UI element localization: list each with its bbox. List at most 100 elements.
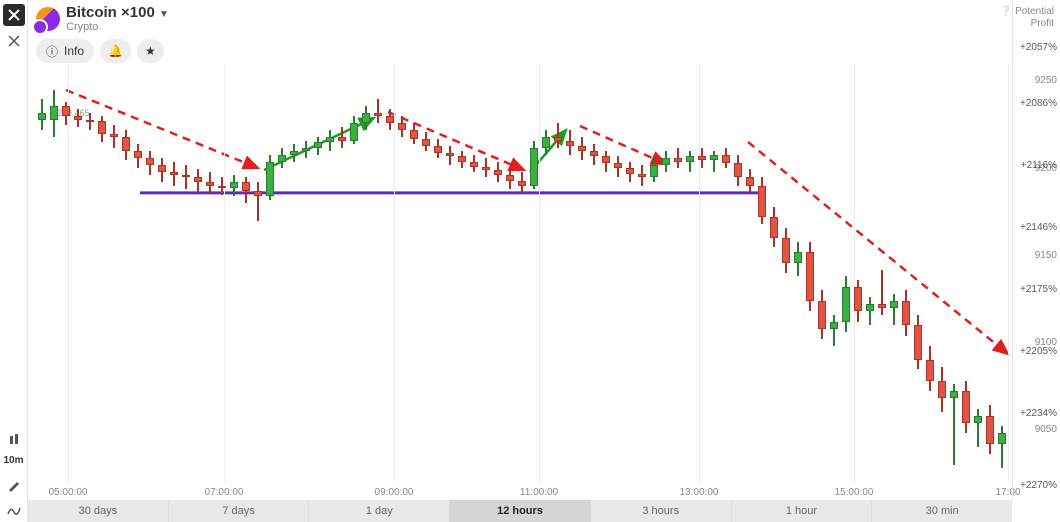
chart-annotations [28, 64, 1012, 482]
time-tick: 05:00:00 [49, 487, 88, 498]
candle [854, 280, 862, 322]
timeframe-3-hours[interactable]: 3 hours [591, 500, 732, 522]
candle [254, 182, 262, 220]
pct-tick: +2270% [1020, 480, 1057, 491]
candle [110, 125, 118, 148]
timeframe-7-days[interactable]: 7 days [169, 500, 310, 522]
candle [842, 276, 850, 332]
alerts-button[interactable]: 🔔 [100, 39, 131, 63]
candlestick-icon[interactable] [3, 429, 25, 451]
candle [674, 148, 682, 169]
candle [650, 158, 658, 182]
candle [530, 141, 538, 190]
candle [926, 346, 934, 391]
price-tick: 9050 [1035, 424, 1057, 435]
timeframe-12-hours[interactable]: 12 hours [450, 500, 591, 522]
timeframe-30-min[interactable]: 30 min [872, 500, 1012, 522]
candle [542, 130, 550, 154]
candle [458, 151, 466, 168]
candle [386, 109, 394, 130]
app-root: { "asset": { "name": "Bitcoin ×100", "ca… [0, 0, 1060, 522]
candle [998, 426, 1006, 468]
candle [758, 177, 766, 224]
candle [86, 113, 94, 130]
candle [614, 156, 622, 177]
pct-tick: +2146% [1020, 222, 1057, 233]
candle [122, 130, 130, 160]
candle [182, 165, 190, 189]
candle [914, 315, 922, 369]
candle [470, 155, 478, 172]
asset-logo-icon [36, 7, 60, 31]
candle [158, 158, 166, 182]
candle [194, 169, 202, 193]
candle [986, 405, 994, 454]
candle [278, 148, 286, 169]
candle [602, 151, 610, 172]
candle [566, 130, 574, 154]
candle [446, 146, 454, 165]
bell-icon: 🔔 [108, 44, 123, 58]
candle [554, 123, 562, 147]
candle [806, 242, 814, 312]
pct-tick: +2175% [1020, 284, 1057, 295]
candle [518, 172, 526, 193]
interval-label[interactable]: 10m [3, 455, 23, 466]
price-tick: 9150 [1035, 250, 1057, 261]
candle [482, 158, 490, 177]
asset-name: Bitcoin ×100 [66, 4, 155, 21]
candle [590, 144, 598, 165]
candle [362, 106, 370, 130]
candle [962, 381, 970, 433]
candle [746, 169, 754, 193]
time-tick: 15:00:00 [835, 487, 874, 498]
indicator-icon[interactable] [3, 500, 25, 522]
pct-tick: +2234% [1020, 408, 1057, 419]
time-tick: 09:00:00 [375, 487, 414, 498]
candle [398, 116, 406, 137]
asset-category: Crypto [66, 21, 169, 33]
chevron-down-icon: ▼ [159, 9, 169, 20]
candle [710, 151, 718, 172]
candle [422, 132, 430, 151]
time-tick: 07:00:00 [205, 487, 244, 498]
favorite-button[interactable]: ★ [137, 39, 164, 63]
close-icon[interactable] [3, 4, 25, 26]
candle [38, 99, 46, 130]
candle [902, 290, 910, 335]
pct-tick: +2205% [1020, 346, 1057, 357]
timeframe-1-hour[interactable]: 1 hour [732, 500, 873, 522]
candle [266, 155, 274, 200]
asset-selector[interactable]: Bitcoin ×100 ▼ Crypto [36, 4, 1004, 33]
candle [326, 130, 334, 151]
crosshair-icon[interactable] [3, 30, 25, 52]
candle [434, 139, 442, 158]
candle [950, 384, 958, 464]
candle [794, 242, 802, 277]
timeframe-1-day[interactable]: 1 day [309, 500, 450, 522]
candle [206, 172, 214, 193]
info-icon: ⓘ [46, 43, 58, 60]
candle [770, 207, 778, 247]
pct-tick: +2057% [1020, 42, 1057, 53]
timeframe-bar: 30 days7 days1 day12 hours3 hours1 hour3… [28, 500, 1012, 522]
price-tick: 9250 [1035, 75, 1057, 86]
pct-tick: +2116% [1021, 160, 1057, 171]
price-chart[interactable]: 9229.465 05:00:0007:00:0009:00:0011:00:0… [28, 64, 1012, 500]
candle [866, 297, 874, 325]
candle [302, 141, 310, 158]
chart-header: Bitcoin ×100 ▼ Crypto ⓘInfo 🔔 ★ ❔ Potent… [28, 0, 1012, 64]
candle [50, 90, 58, 137]
candle [782, 228, 790, 273]
timeframe-30-days[interactable]: 30 days [28, 500, 169, 522]
candle [314, 137, 322, 154]
candle [878, 270, 886, 315]
candle [290, 144, 298, 161]
pencil-icon[interactable] [3, 474, 25, 496]
help-icon[interactable]: ❔ [1000, 6, 1012, 17]
info-button[interactable]: ⓘInfo [36, 39, 94, 63]
candle [890, 294, 898, 325]
time-tick: 11:00:00 [520, 487, 558, 498]
candle [218, 177, 226, 194]
candle [578, 137, 586, 160]
